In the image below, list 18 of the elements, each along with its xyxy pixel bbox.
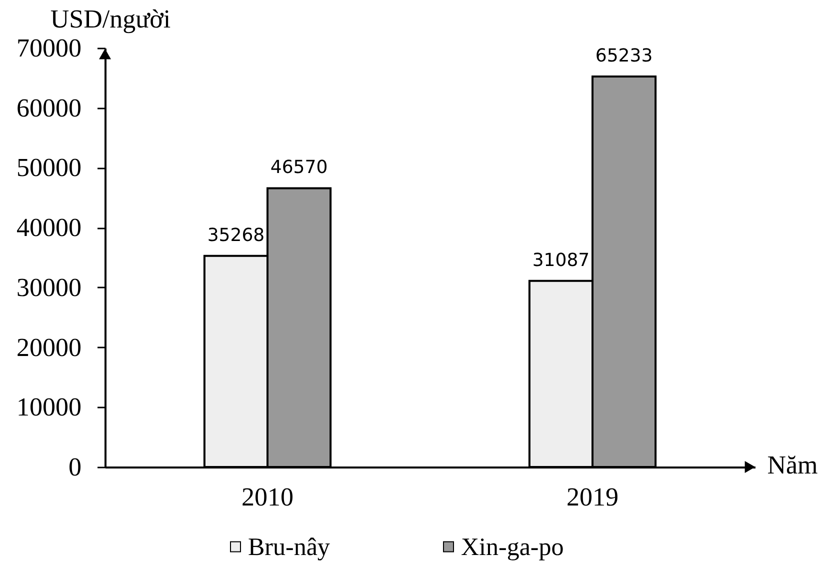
y-tick-label: 70000 — [16, 34, 82, 62]
x-tick-label: 2010 — [242, 482, 294, 512]
legend-label: Xin-ga-po — [461, 534, 564, 561]
data-label: 46570 — [270, 157, 328, 178]
y-tick-label: 20000 — [16, 332, 82, 362]
x-axis-title: Năm — [767, 450, 818, 480]
data-label: 31087 — [532, 250, 590, 271]
y-tick-label: 10000 — [16, 392, 82, 422]
legend-label: Bru-nây — [248, 534, 330, 561]
y-tick-label: 30000 — [16, 272, 82, 302]
data-label: 35268 — [207, 224, 265, 246]
y-tick-label: 60000 — [16, 93, 82, 122]
data-label: 65233 — [595, 46, 653, 67]
y-tick-label: 50000 — [16, 153, 82, 182]
x-tick-label: 2019 — [566, 482, 618, 512]
y-tick-label: 40000 — [16, 213, 82, 242]
y-axis-title: USD/người — [50, 4, 171, 34]
y-tick-label: 0 — [68, 452, 82, 482]
